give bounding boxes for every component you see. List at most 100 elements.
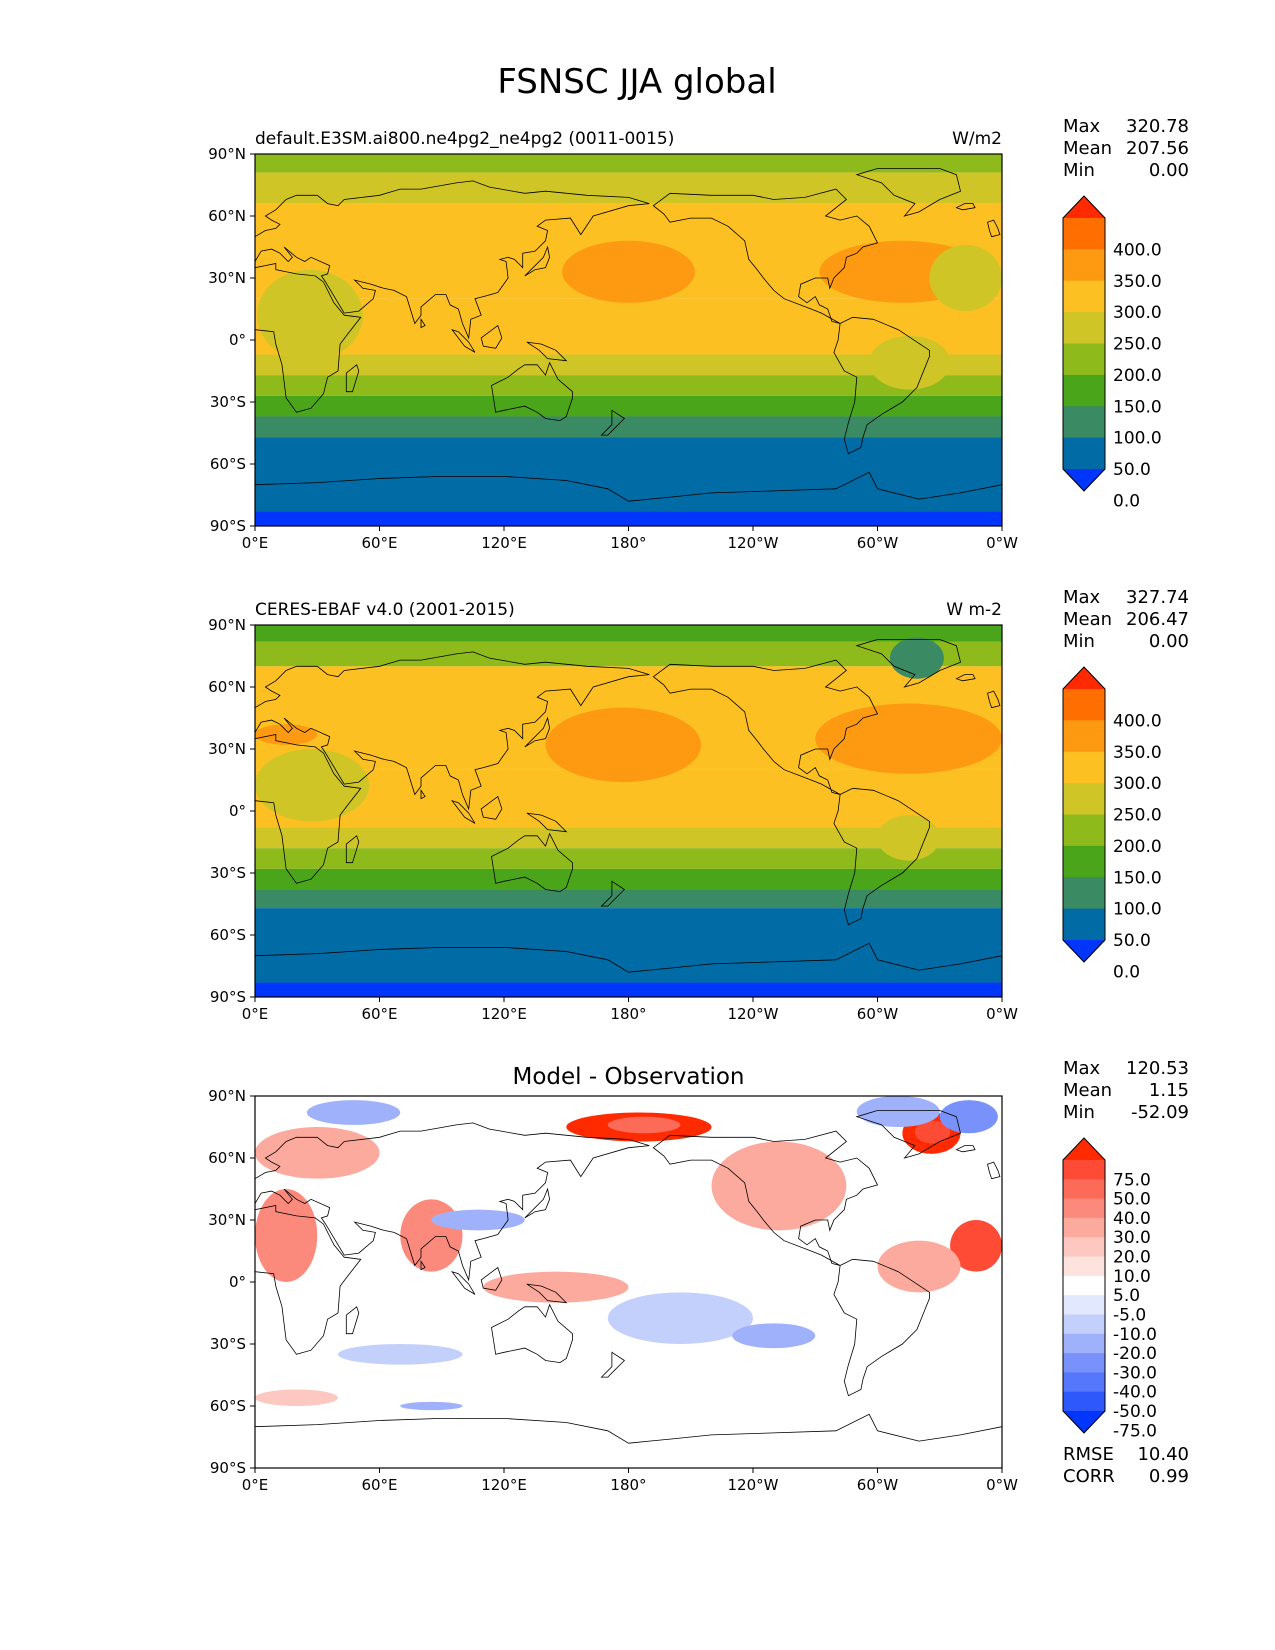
stat-label-rmse: RMSE: [1063, 1444, 1114, 1465]
lat-tick-label: 30°S: [210, 393, 246, 411]
lon-tick-label: 60°E: [361, 1476, 397, 1494]
lon-tick-label: 180°: [610, 1005, 646, 1023]
colorbar-label: 0.0: [1113, 962, 1140, 982]
lat-tick-label: 90°N: [208, 145, 246, 163]
lat-tick-label: 0°: [229, 802, 246, 820]
colorbar: [1062, 666, 1106, 963]
stat-value-mean: 207.56: [1126, 138, 1189, 159]
colorbar-label: 200.0: [1113, 366, 1162, 386]
colorbar-label: 50.0: [1113, 931, 1151, 951]
stat-label-min: Min: [1063, 631, 1095, 652]
panel-title: default.E3SM.ai800.ne4pg2_ne4pg2 (0011-0…: [255, 129, 674, 149]
lon-tick-label: 0°E: [242, 1476, 269, 1494]
colorbar-label: -50.0: [1113, 1402, 1157, 1422]
lon-tick-label: 0°W: [986, 534, 1018, 552]
lat-tick-label: 30°S: [210, 1335, 246, 1353]
stat-value-mean: 1.15: [1149, 1080, 1189, 1101]
lon-tick-label: 120°W: [728, 534, 779, 552]
lon-tick-label: 120°W: [728, 1476, 779, 1494]
lat-tick-label: 60°S: [210, 926, 246, 944]
colorbar-label: 150.0: [1113, 397, 1162, 417]
stat-value-rmse: 10.40: [1137, 1444, 1189, 1465]
colorbar-label: 300.0: [1113, 774, 1162, 794]
panel-units: W/m2: [952, 129, 1002, 149]
lat-tick-label: 60°N: [208, 1149, 246, 1167]
colorbar-label: 250.0: [1113, 806, 1162, 826]
colorbar-label: 30.0: [1113, 1228, 1151, 1248]
colorbar-label: 300.0: [1113, 303, 1162, 323]
colorbar-label: -20.0: [1113, 1344, 1157, 1364]
lon-tick-label: 120°W: [728, 1005, 779, 1023]
panel-title: CERES-EBAF v4.0 (2001-2015): [255, 600, 515, 620]
colorbar-label: 100.0: [1113, 900, 1162, 920]
lon-tick-label: 0°W: [986, 1005, 1018, 1023]
lon-tick-label: 120°E: [481, 534, 527, 552]
lon-tick-label: 60°E: [361, 534, 397, 552]
colorbar-label: 150.0: [1113, 868, 1162, 888]
lat-tick-label: 90°N: [208, 616, 246, 634]
stat-value-min: -52.09: [1131, 1102, 1189, 1123]
lat-tick-label: 60°N: [208, 207, 246, 225]
stat-value-mean: 206.47: [1126, 609, 1189, 630]
colorbar-label: 5.0: [1113, 1286, 1140, 1306]
lon-tick-label: 180°: [610, 534, 646, 552]
colorbar-label: 250.0: [1113, 335, 1162, 355]
lon-tick-label: 60°W: [857, 534, 899, 552]
colorbar-label: 40.0: [1113, 1209, 1151, 1229]
panel-diff: 90°N 60°N 30°N 0° 30°S 60°S 90°S0°E 60°E 120°E 18…: [208, 1058, 1189, 1494]
stat-label-max: Max: [1063, 1058, 1101, 1079]
colorbar-label: 50.0: [1113, 1190, 1151, 1210]
colorbar-label: 400.0: [1113, 240, 1162, 260]
stat-label-mean: Mean: [1063, 609, 1112, 630]
colorbar-label: -30.0: [1113, 1363, 1157, 1383]
lat-tick-label: 0°: [229, 1273, 246, 1291]
lat-tick-label: 90°S: [210, 517, 246, 535]
panel-obs: 90°N 60°N 30°N 0° 30°S 60°S 90°S0°E 60°E 120°E 18…: [208, 587, 1189, 1023]
stat-label-mean: Mean: [1063, 1080, 1112, 1101]
colorbar-label: 350.0: [1113, 743, 1162, 763]
lon-tick-label: 120°E: [481, 1005, 527, 1023]
lon-tick-label: 60°W: [857, 1476, 899, 1494]
lat-tick-label: 90°N: [208, 1087, 246, 1105]
lon-tick-label: 120°E: [481, 1476, 527, 1494]
colorbar-label: 100.0: [1113, 429, 1162, 449]
lon-tick-label: 0°E: [242, 534, 269, 552]
lat-tick-label: 30°S: [210, 864, 246, 882]
colorbar-label: -5.0: [1113, 1305, 1146, 1325]
panel-title: Model - Observation: [512, 1064, 744, 1090]
colorbar-label: 75.0: [1113, 1170, 1151, 1190]
stat-label-min: Min: [1063, 160, 1095, 181]
lat-tick-label: 0°: [229, 331, 246, 349]
stat-label-mean: Mean: [1063, 138, 1112, 159]
panel-model: 90°N 60°N 30°N 0° 30°S 60°S 90°S0°E 60°E 120°E 18…: [208, 116, 1189, 552]
stat-value-max: 327.74: [1126, 587, 1189, 608]
lon-tick-label: 180°: [610, 1476, 646, 1494]
colorbar-label: 20.0: [1113, 1248, 1151, 1268]
lat-tick-label: 60°N: [208, 678, 246, 696]
colorbar-label: 350.0: [1113, 272, 1162, 292]
lon-tick-label: 60°E: [361, 1005, 397, 1023]
lon-tick-label: 60°W: [857, 1005, 899, 1023]
colorbar-label: -75.0: [1113, 1421, 1157, 1441]
lat-tick-label: 90°S: [210, 988, 246, 1006]
stat-value-min: 0.00: [1149, 631, 1189, 652]
panel-units: W m-2: [946, 600, 1002, 620]
colorbar-label: 200.0: [1113, 837, 1162, 857]
lon-tick-label: 0°W: [986, 1476, 1018, 1494]
stat-label-max: Max: [1063, 116, 1101, 137]
lat-tick-label: 60°S: [210, 1397, 246, 1415]
colorbar-label: 10.0: [1113, 1267, 1151, 1287]
colorbar: [1062, 1137, 1106, 1434]
stat-value-corr: 0.99: [1149, 1466, 1189, 1487]
figure-title: FSNSC JJA global: [497, 62, 776, 102]
stat-value-min: 0.00: [1149, 160, 1189, 181]
colorbar: [1062, 195, 1106, 492]
colorbar-label: 50.0: [1113, 460, 1151, 480]
colorbar-label: 0.0: [1113, 491, 1140, 511]
stat-label-corr: CORR: [1063, 1466, 1115, 1487]
colorbar-label: -40.0: [1113, 1383, 1157, 1403]
colorbar-label: -10.0: [1113, 1325, 1157, 1345]
stat-value-max: 120.53: [1126, 1058, 1189, 1079]
lat-tick-label: 60°S: [210, 455, 246, 473]
